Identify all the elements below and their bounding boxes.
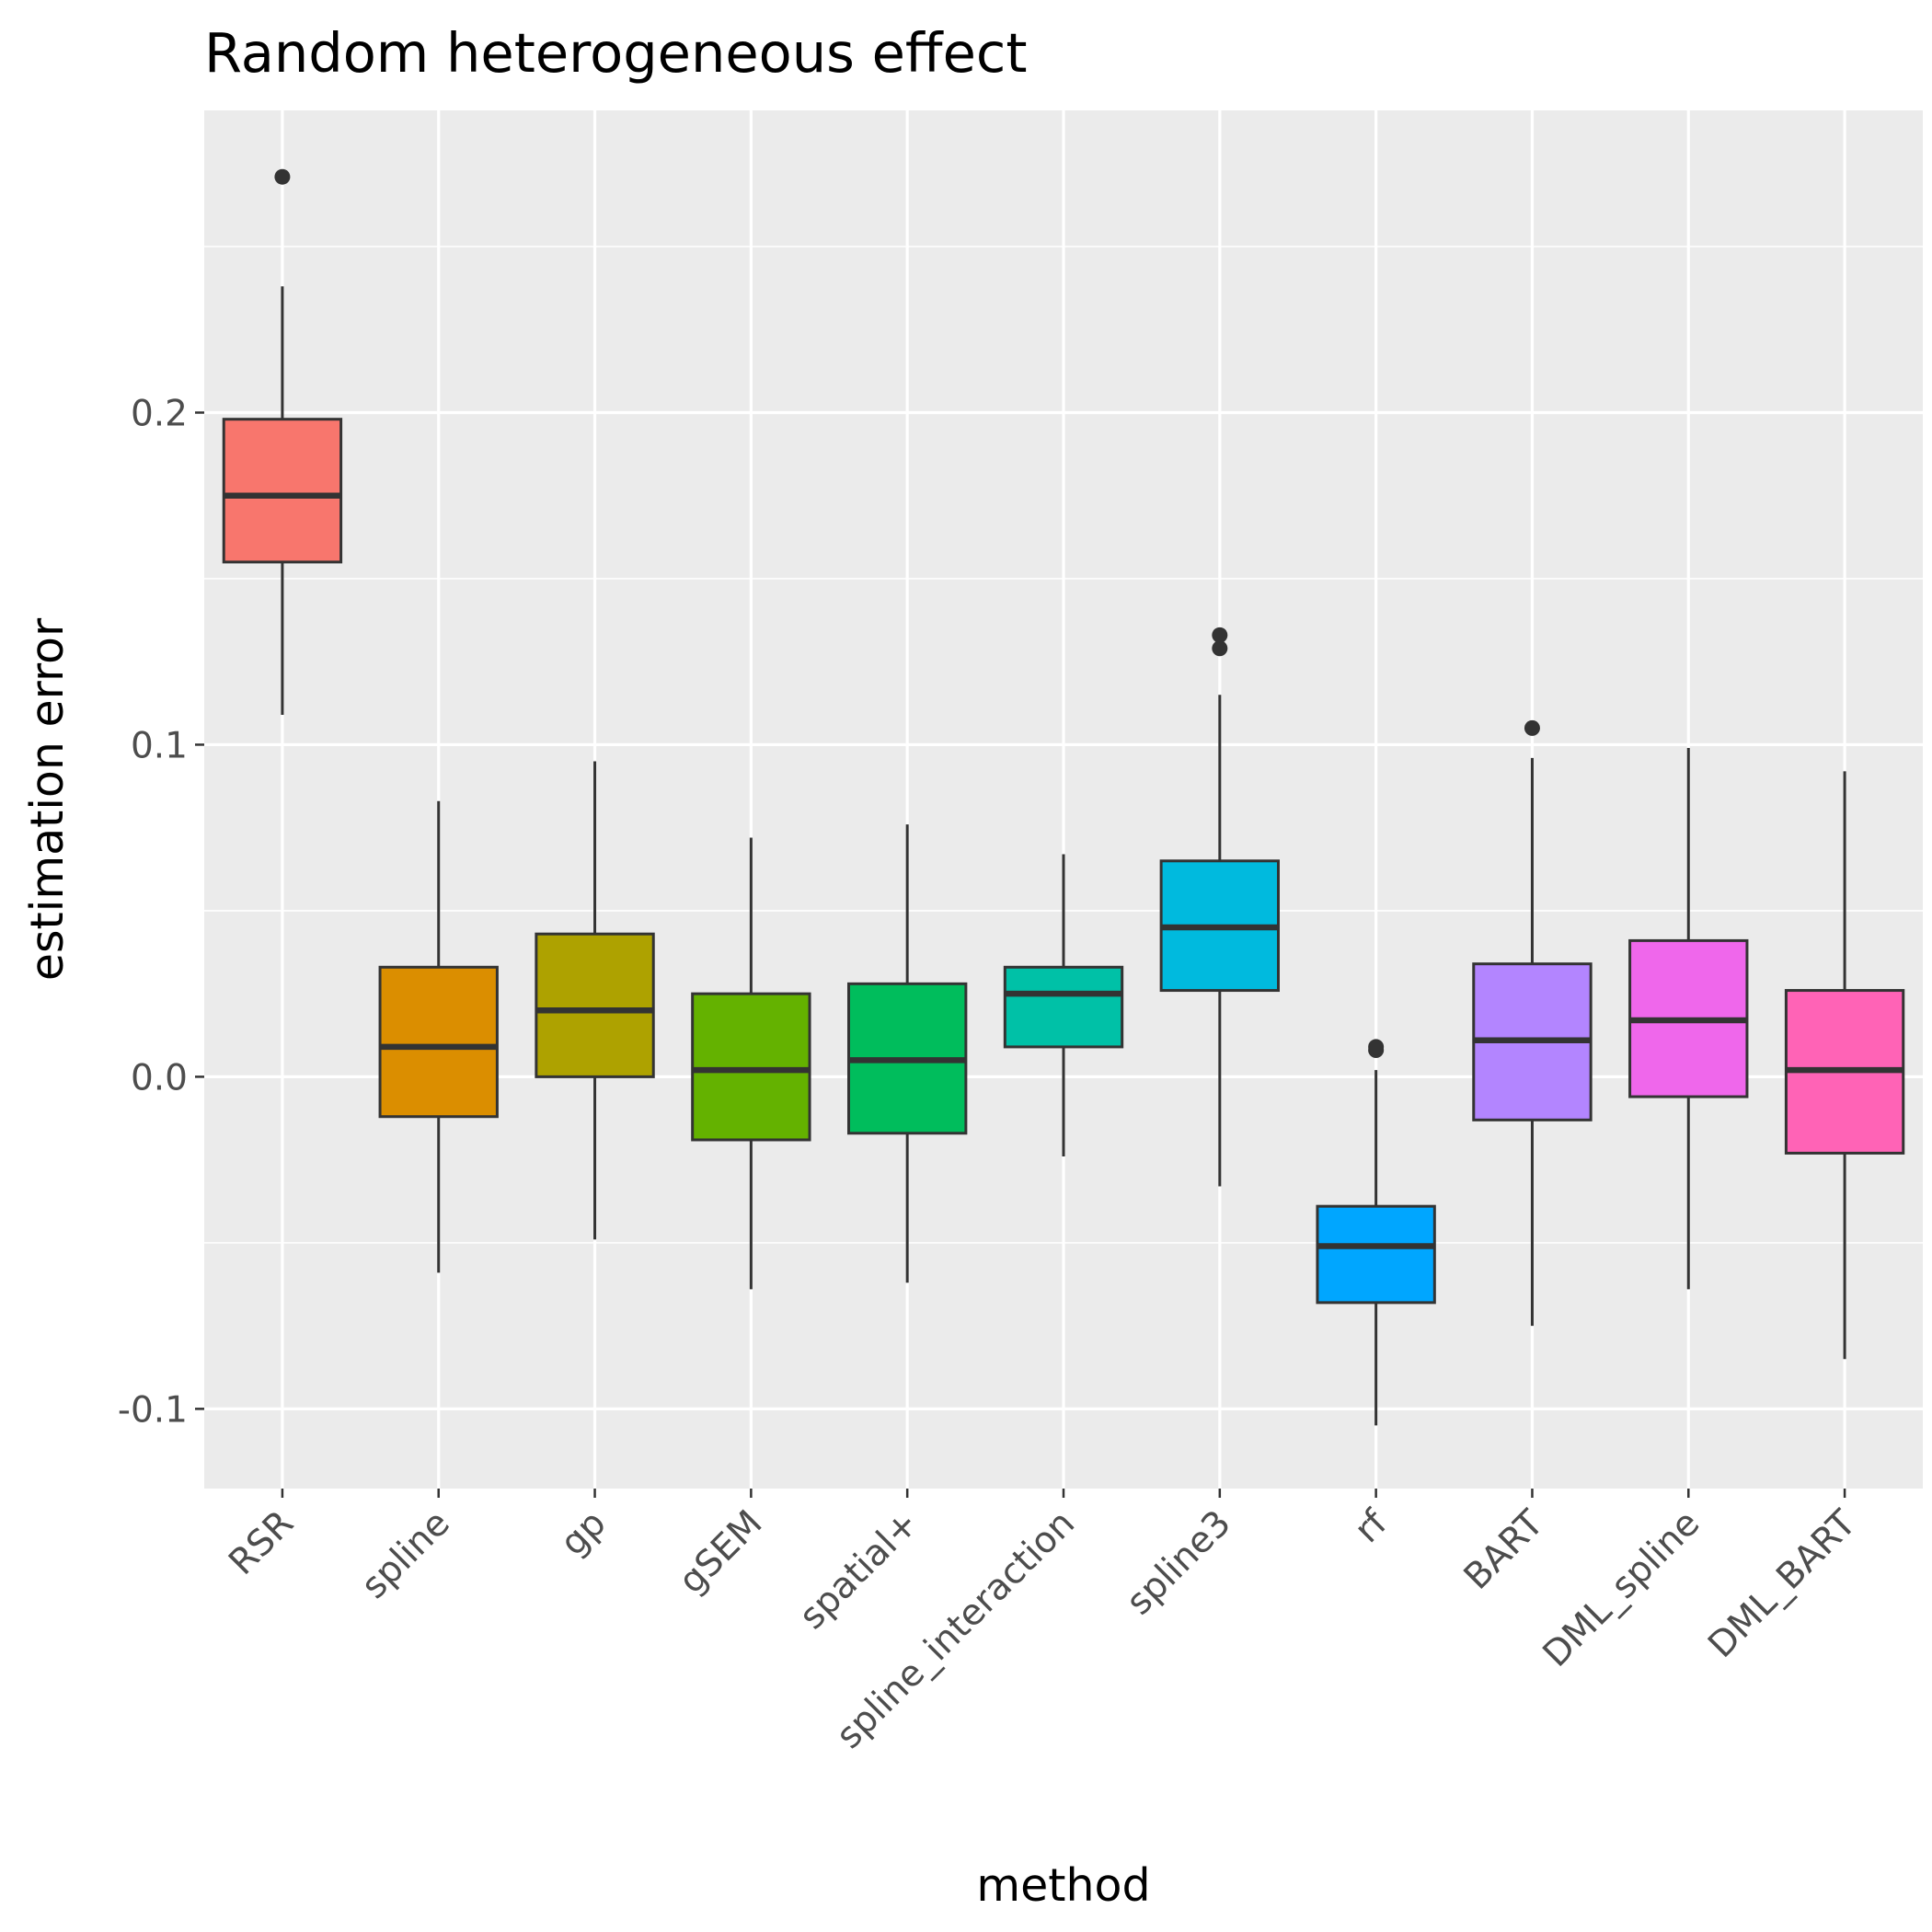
box-spline	[378, 800, 499, 1273]
y-tick-label: -0.1	[118, 1389, 188, 1431]
box-iqr	[378, 965, 499, 1119]
y-axis-title: estimation error	[21, 617, 74, 981]
outlier-point	[1212, 627, 1228, 643]
box-spline3	[1159, 627, 1280, 1187]
outlier-point	[274, 168, 291, 185]
y-tick-label: 0.1	[131, 725, 188, 766]
x-tick-label: RSR	[221, 1502, 302, 1583]
box-spatial+	[847, 824, 968, 1283]
x-tick-label: spatial+	[792, 1502, 927, 1638]
x-axis: RSR spline gp gSEM spatial+spline_interactio…	[221, 1489, 1864, 1757]
x-tick-label: gSEM	[671, 1502, 770, 1602]
x-tick-label: gp	[553, 1502, 615, 1564]
outlier-point	[1212, 640, 1228, 657]
y-tick-label: 0.0	[131, 1057, 188, 1098]
box-iqr	[691, 992, 811, 1142]
x-tick-label: DML_spline	[1535, 1502, 1708, 1675]
box-DML_spline	[1628, 748, 1749, 1290]
box-BART	[1472, 719, 1593, 1327]
box-iqr	[1003, 965, 1124, 1049]
y-axis: -0.1 0.0 0.1 0.2	[118, 393, 204, 1431]
x-axis-title: method	[976, 1859, 1150, 1912]
x-tick-label: spline3	[1119, 1502, 1239, 1623]
box-gSEM	[691, 837, 811, 1290]
box-gp	[535, 761, 655, 1240]
box-iqr	[535, 932, 655, 1078]
box-RSR	[222, 168, 343, 715]
boxes-layer	[222, 168, 1905, 1426]
x-tick-label: BART	[1456, 1502, 1552, 1598]
chart-title: Random heterogeneous effect	[204, 21, 1027, 85]
box-iqr	[1316, 1204, 1436, 1305]
outlier-point	[1524, 719, 1540, 736]
box-rf	[1316, 1039, 1436, 1426]
x-tick-label: spline	[353, 1502, 457, 1606]
x-tick-label: DML_BART	[1700, 1502, 1864, 1666]
box-spline_interaction	[1003, 854, 1124, 1157]
outlier-point	[1368, 1039, 1385, 1055]
box-DML_BART	[1784, 771, 1905, 1360]
box-iqr	[222, 418, 343, 564]
y-tick-label: 0.2	[131, 393, 188, 434]
x-tick-label: rf	[1347, 1501, 1397, 1551]
